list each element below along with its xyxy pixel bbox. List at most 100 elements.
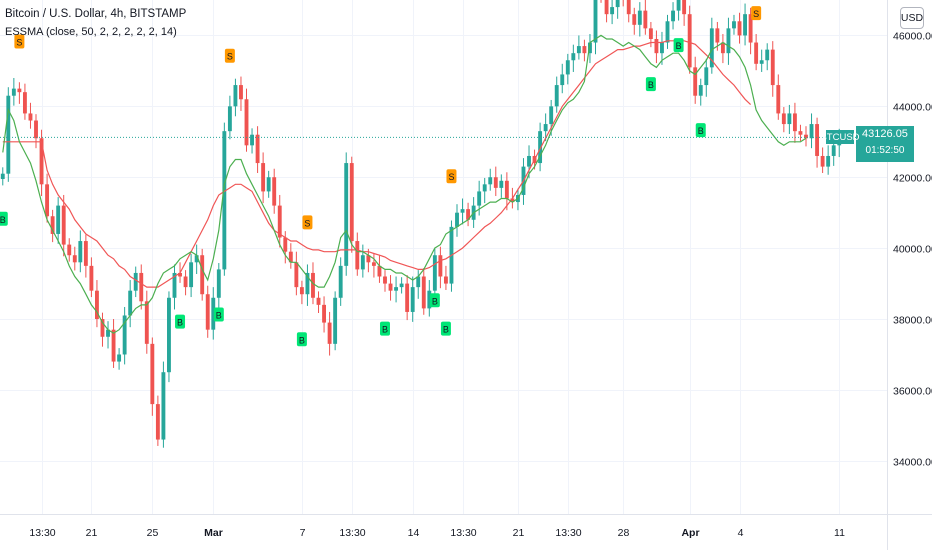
candle-body <box>56 205 61 234</box>
candle-body <box>593 0 598 43</box>
x-tick-label: 13:30 <box>555 527 581 539</box>
x-tick-label: 4 <box>738 527 744 539</box>
x-tick-label: 14 <box>408 527 420 539</box>
svg-text:S: S <box>448 172 454 182</box>
candle-body <box>28 113 33 121</box>
candle-body <box>338 265 343 298</box>
candle-body <box>133 272 138 291</box>
candle-body <box>222 131 227 270</box>
candle-body <box>543 124 548 132</box>
chart-title: Bitcoin / U.S. Dollar, 4h, BITSTAMP <box>5 8 187 20</box>
candle-body <box>527 155 531 167</box>
buy-signal: B <box>673 38 684 53</box>
candle-body <box>438 255 443 277</box>
svg-text:B: B <box>698 126 704 136</box>
candle-body <box>748 14 753 43</box>
x-tick-label: 25 <box>147 527 159 539</box>
countdown: 01:52:50 <box>865 145 905 156</box>
candle-body <box>792 113 797 132</box>
buy-signal: B <box>695 123 706 138</box>
candle-body <box>815 124 820 156</box>
candles <box>0 0 842 448</box>
indicator-label[interactable]: ESSMA (close, 50, 2, 2, 2, 2, 2, 14) <box>5 26 177 38</box>
x-tick-label: 7 <box>300 527 306 539</box>
candle-body <box>560 74 565 86</box>
candle-body <box>294 262 299 288</box>
candle-body <box>421 276 426 309</box>
candle-body <box>460 209 465 213</box>
candle-body <box>820 155 825 167</box>
buy-signal: B <box>213 307 224 322</box>
candle-body <box>39 138 44 185</box>
candle-body <box>327 322 332 344</box>
candle-body <box>216 269 221 298</box>
candle-body <box>538 131 543 164</box>
candle-body <box>499 180 504 188</box>
candle-body <box>709 28 714 68</box>
candle-body <box>227 106 232 132</box>
indicator-lines <box>0 34 887 334</box>
candle-body <box>693 67 698 96</box>
y-tick-label: 44000.00 <box>893 102 932 114</box>
candle-body <box>299 287 304 295</box>
y-tick-label: 46000.00 <box>893 31 932 43</box>
candle-body <box>205 294 210 330</box>
candle-body <box>405 283 410 312</box>
last-price: 43126.05 <box>862 128 908 140</box>
currency-button[interactable]: USD <box>900 7 924 29</box>
candle-body <box>804 134 808 139</box>
buy-signal: B <box>175 314 186 329</box>
candle-body <box>466 209 471 220</box>
candle-body <box>200 255 205 295</box>
candle-body <box>266 177 271 192</box>
candle-body <box>504 180 509 199</box>
candle-body <box>305 272 310 295</box>
candle-body <box>0 173 5 180</box>
candle-body <box>50 216 55 234</box>
candle-body <box>366 255 371 263</box>
candle-body <box>250 134 254 146</box>
sell-signal: S <box>14 34 25 49</box>
candle-body <box>239 85 243 100</box>
candle-body <box>288 251 293 263</box>
candle-body <box>11 88 16 96</box>
buy-signal: B <box>379 321 390 336</box>
candle-body <box>17 88 22 93</box>
candle-body <box>167 297 171 373</box>
candle-body <box>632 14 637 25</box>
svg-text:B: B <box>216 310 222 320</box>
candle-body <box>626 0 631 15</box>
candle-body <box>45 184 50 217</box>
price-axis[interactable]: 34000.00 36000.00 38000.00 40000.00 42000.00… <box>887 0 932 550</box>
y-tick-label: 34000.00 <box>893 457 932 469</box>
sell-signal: S <box>224 48 235 63</box>
candle-body <box>826 155 831 167</box>
candle-body <box>676 0 681 11</box>
sell-signal: S <box>751 6 762 21</box>
candle-body <box>510 198 515 203</box>
candle-body <box>233 85 238 107</box>
candle-body <box>150 343 155 405</box>
candle-body <box>283 237 288 252</box>
candle-body <box>344 163 349 266</box>
candle-body <box>582 46 587 54</box>
candle-body <box>610 7 615 15</box>
candle-body <box>316 297 321 305</box>
svg-text:S: S <box>227 52 233 62</box>
candle-body <box>770 49 775 86</box>
candle-body <box>443 276 448 284</box>
candle-body <box>588 42 592 54</box>
candle-body <box>349 163 354 242</box>
candle-body <box>106 329 110 337</box>
x-tick-label: 13:30 <box>450 527 476 539</box>
candle-body <box>715 28 720 43</box>
candle-body <box>333 297 338 344</box>
candle-body <box>482 184 487 192</box>
candle-body <box>172 272 177 298</box>
svg-text:B: B <box>443 325 449 335</box>
candle-body <box>737 21 742 36</box>
time-axis[interactable]: 13:30 21 25 Mar 7 13:30 14 13:30 21 13:30 28 Apr 4 11 <box>0 514 932 540</box>
svg-text:S: S <box>16 38 22 48</box>
